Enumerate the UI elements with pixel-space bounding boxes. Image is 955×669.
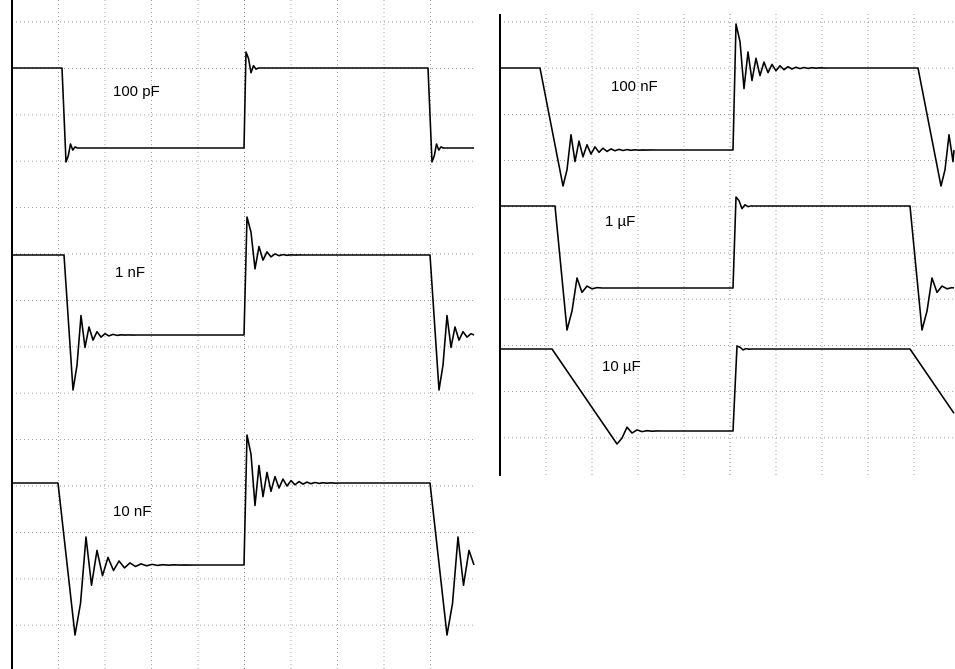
label-10uf: 10 µF — [602, 358, 641, 375]
scope-panel-right: 100 nF 1 µF 10 µF — [499, 14, 955, 476]
scope-panel-left: 100 pF 1 nF 10 nF — [11, 0, 475, 669]
labels-left: 100 pF 1 nF 10 nF — [113, 83, 160, 520]
label-1nf: 1 nF — [115, 264, 145, 281]
traces-right — [500, 23, 955, 445]
trace-100nf — [500, 23, 955, 187]
trace-100pf — [12, 51, 474, 163]
trace-1nf — [12, 216, 475, 391]
trace-10nf — [12, 434, 475, 636]
trace-10uf — [500, 345, 955, 445]
label-100nf: 100 nF — [611, 78, 658, 95]
label-10nf: 10 nF — [113, 503, 151, 520]
labels-right: 100 nF 1 µF 10 µF — [602, 78, 658, 375]
label-100pf: 100 pF — [113, 83, 160, 100]
grid-left — [11, 0, 475, 669]
trace-1uf — [500, 196, 955, 331]
traces-left — [12, 51, 475, 636]
grid-right — [499, 14, 955, 476]
label-1uf: 1 µF — [605, 213, 635, 230]
